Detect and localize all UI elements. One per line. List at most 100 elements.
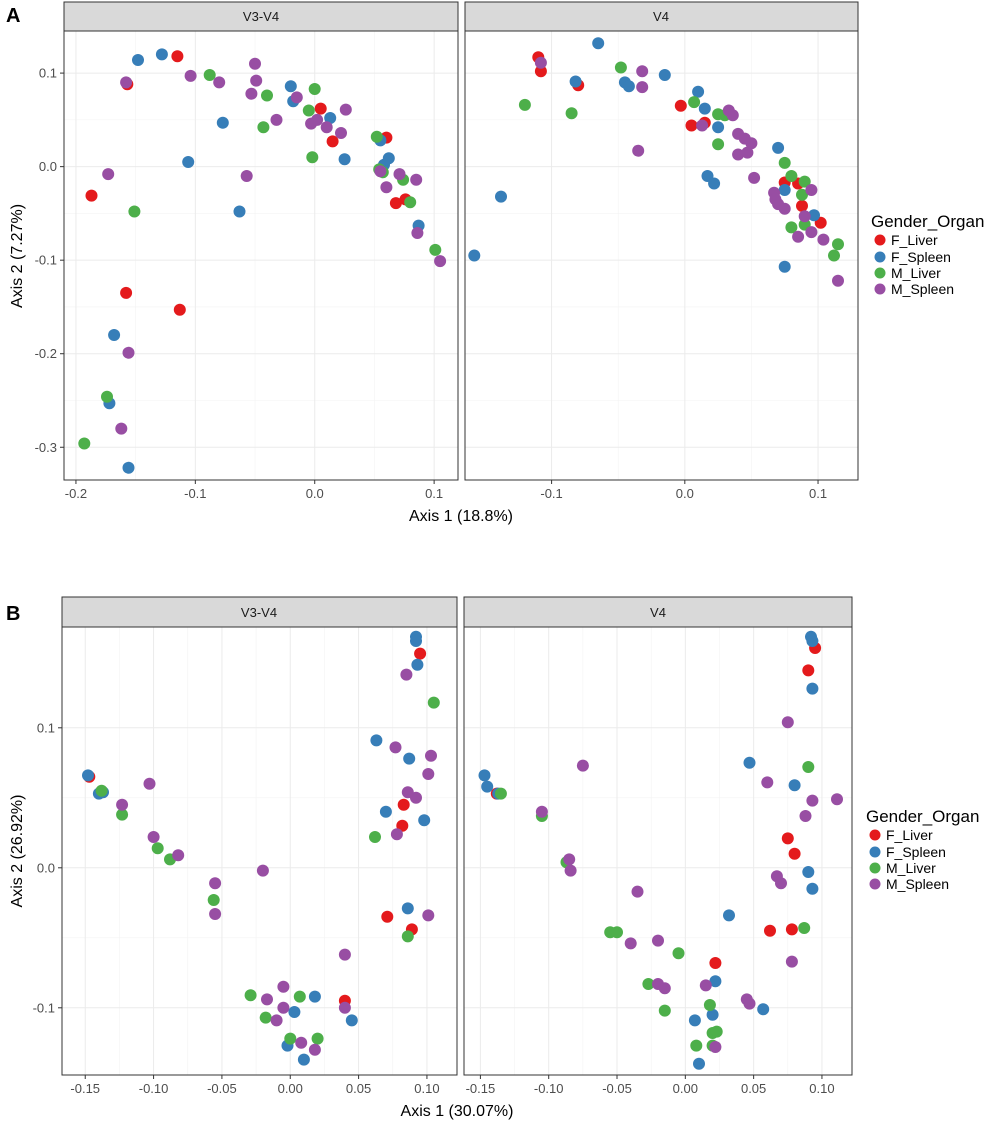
point-m-spleen: [116, 798, 129, 811]
facet-b-v4-title: V4: [650, 605, 666, 620]
point-m-spleen: [213, 76, 226, 89]
point-m-spleen: [434, 255, 447, 268]
figure-a-y-axis: 0.1 0.0 -0.1 -0.2 -0.3: [35, 66, 64, 455]
point-m-spleen: [250, 74, 263, 87]
point-m-liver: [828, 249, 840, 262]
point-m-spleen: [778, 202, 791, 215]
point-m-liver: [690, 1039, 703, 1052]
point-f-liver: [314, 102, 327, 115]
x-tick-label-v4: 0.0: [676, 486, 694, 501]
point-f-spleen: [468, 249, 481, 262]
point-m-spleen: [636, 65, 649, 78]
facet-a-v4-strip: [464, 1, 859, 32]
legend-a-label-m-spleen: M_Spleen: [891, 281, 954, 297]
point-f-spleen: [379, 805, 392, 818]
point-m-liver: [785, 170, 798, 182]
point-f-spleen: [345, 1014, 358, 1027]
point-f-spleen: [723, 909, 735, 922]
point-f-spleen: [622, 80, 635, 93]
point-m-spleen: [120, 76, 133, 89]
figure-a-y-title: Axis 2 (7.27%): [9, 204, 26, 308]
point-m-spleen: [658, 982, 671, 995]
legend-b-swatch-f-liver: [869, 829, 881, 841]
point-m-spleen: [425, 749, 437, 762]
point-m-spleen: [290, 91, 303, 104]
point-f-liver: [674, 99, 687, 112]
y-tick-label: -0.1: [35, 253, 57, 268]
facet-b-v3-v4: V3-V4 -0.15 -0.10 -0.05 0.00 0.05 0.10: [61, 596, 458, 1096]
point-m-liver: [370, 130, 383, 143]
facet-a-v3-v4-points: [78, 48, 447, 474]
point-f-liver: [788, 847, 801, 860]
point-f-spleen: [82, 769, 94, 782]
point-f-spleen: [806, 635, 819, 647]
point-m-liver: [796, 188, 808, 201]
point-m-spleen: [792, 230, 805, 243]
point-f-spleen: [308, 990, 321, 1003]
facet-b-v4-strip: [463, 596, 853, 628]
point-m-liver: [802, 761, 815, 773]
facet-b-v4: V4 -0.15 -0.10 -0.05 0.00 0.05 0.10: [463, 596, 853, 1096]
point-m-spleen: [748, 171, 761, 184]
point-f-spleen: [401, 902, 414, 915]
point-m-spleen: [745, 137, 758, 150]
point-m-liver: [261, 89, 273, 102]
point-m-liver: [703, 999, 716, 1011]
facet-a-v3-v4-panel: [64, 31, 458, 480]
point-m-liver: [293, 990, 306, 1003]
point-m-liver: [658, 1004, 671, 1017]
point-m-liver: [710, 1025, 723, 1038]
point-m-spleen: [143, 777, 156, 790]
point-m-spleen: [732, 148, 745, 161]
facet-b-v3-v4-border: [61, 626, 458, 1076]
point-m-spleen: [277, 980, 290, 993]
x-tick-label-v4: 0.05: [741, 1081, 766, 1096]
point-m-liver: [207, 894, 220, 906]
point-f-spleen: [108, 329, 121, 341]
point-m-liver: [712, 138, 725, 151]
point-f-spleen: [495, 190, 507, 203]
y-tick-label: 0.1: [39, 66, 57, 81]
facet-b-v4-points: [478, 630, 843, 1070]
point-m-spleen: [576, 759, 589, 772]
point-m-liver: [284, 1032, 297, 1045]
x-tick-label-v4: -0.1: [540, 486, 562, 501]
figure-b-y-title: Axis 2 (26.92%): [9, 795, 26, 908]
point-m-spleen: [806, 794, 819, 807]
figure-a-label: A: [6, 5, 20, 27]
point-f-spleen: [757, 1003, 770, 1016]
point-m-spleen: [624, 937, 637, 950]
facet-a-v3-v4-border: [63, 30, 459, 481]
facet-b-v4-x-axis: -0.15 -0.10 -0.05 0.00 0.05 0.10: [466, 1075, 835, 1096]
facet-b-v3-v4-points: [82, 630, 440, 1066]
facet-b-v3-v4-title: V3-V4: [241, 605, 277, 620]
legend-a-label-m-liver: M_Liver: [891, 265, 941, 281]
point-f-spleen: [788, 779, 801, 792]
y-tick-label: -0.3: [35, 440, 57, 455]
point-m-spleen: [338, 948, 351, 961]
point-m-spleen: [115, 422, 128, 435]
legend-b-label-f-spleen: F_Spleen: [886, 844, 946, 860]
point-m-spleen: [422, 909, 435, 922]
legend-b-title: Gender_Organ: [866, 807, 979, 826]
point-m-spleen: [726, 109, 739, 122]
x-tick-label-v3-v4: -0.05: [207, 1081, 237, 1096]
point-m-spleen: [785, 955, 798, 968]
point-m-spleen: [311, 113, 324, 126]
point-m-spleen: [411, 227, 424, 239]
figure-b-y-axis: 0.1 0.0 -0.1: [33, 720, 62, 1015]
point-m-spleen: [410, 791, 422, 804]
y-tick-label: -0.1: [33, 1000, 55, 1015]
point-m-liver: [404, 196, 417, 209]
point-m-spleen: [741, 146, 754, 159]
point-m-spleen: [696, 119, 709, 132]
point-f-spleen: [122, 461, 135, 474]
point-f-spleen: [382, 152, 395, 165]
x-tick-label-v3-v4: 0.0: [306, 486, 324, 501]
y-tick-label: -0.2: [35, 346, 57, 361]
point-m-liver: [311, 1032, 324, 1045]
point-m-spleen: [249, 57, 261, 70]
legend-b-swatch-m-spleen: [869, 878, 881, 890]
point-f-liver: [389, 197, 402, 210]
x-tick-label-v3-v4: -0.10: [139, 1081, 169, 1096]
